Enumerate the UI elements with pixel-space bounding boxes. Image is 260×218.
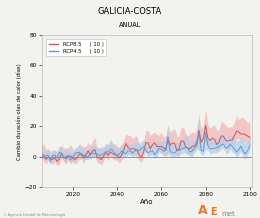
Text: ANUAL: ANUAL bbox=[119, 22, 141, 28]
Text: © Agencia Estatal de Meteorología: © Agencia Estatal de Meteorología bbox=[3, 213, 65, 217]
Text: GALICIA-COSTA: GALICIA-COSTA bbox=[98, 7, 162, 15]
X-axis label: Año: Año bbox=[140, 199, 154, 205]
Text: A: A bbox=[198, 204, 207, 217]
Text: met: met bbox=[221, 211, 235, 217]
Legend: RCP8.5     ( 10 ), RCP4.5     ( 10 ): RCP8.5 ( 10 ), RCP4.5 ( 10 ) bbox=[46, 39, 106, 56]
Text: E: E bbox=[211, 207, 217, 217]
Y-axis label: Cambio duración olas de calor (días): Cambio duración olas de calor (días) bbox=[16, 63, 22, 160]
